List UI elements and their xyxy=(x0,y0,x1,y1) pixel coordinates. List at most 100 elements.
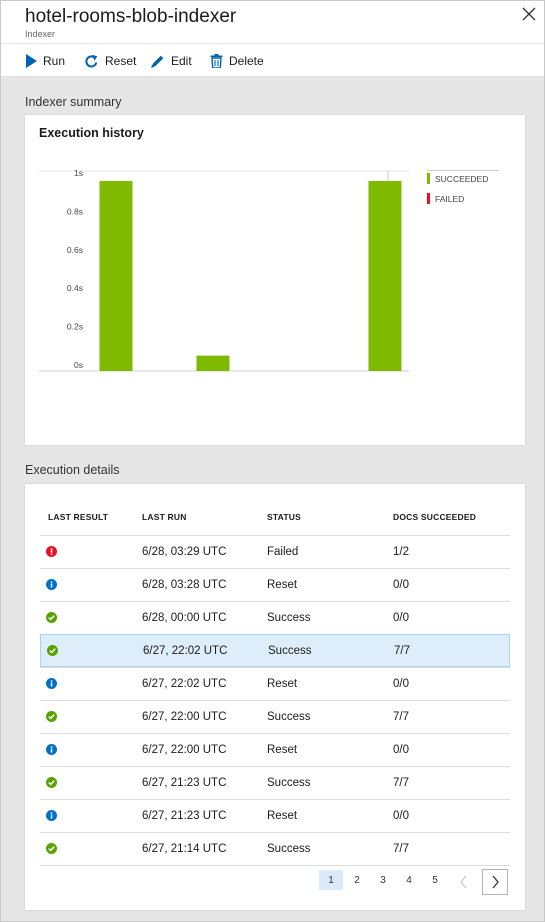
last-run-cell: 6/28, 00:00 UTC xyxy=(142,612,227,624)
page-subtitle: Indexer xyxy=(25,29,56,39)
pager-page-5[interactable]: 5 xyxy=(432,874,438,886)
success-icon xyxy=(46,711,57,722)
execution-history-card: Execution history 0s 0.2s 0.4s 0.6s 0.8s 1s S… xyxy=(25,115,525,445)
table-row[interactable]: 6/27, 22:02 UTC Reset 0/0 xyxy=(40,667,510,700)
legend-divider xyxy=(427,170,499,171)
edit-button[interactable]: Edit xyxy=(150,53,192,69)
docs-succeeded-cell: 0/0 xyxy=(393,744,409,756)
refresh-icon xyxy=(85,54,98,67)
details-section-label: Execution details xyxy=(25,463,120,477)
status-cell: Reset xyxy=(267,744,298,756)
last-run-cell: 6/27, 22:00 UTC xyxy=(142,711,227,723)
delete-label: Delete xyxy=(229,54,264,68)
table-row[interactable]: 6/27, 22:00 UTC Reset 0/0 xyxy=(40,733,510,766)
column-header-status[interactable]: STATUS xyxy=(267,512,301,522)
y-tick-label: 1s xyxy=(74,168,83,178)
play-icon xyxy=(26,54,37,68)
delete-button[interactable]: Delete xyxy=(210,53,264,69)
table-row[interactable]: 6/27, 22:02 UTC Success 7/7 xyxy=(40,634,510,667)
pager-page-2[interactable]: 2 xyxy=(354,874,360,886)
bar-succeeded xyxy=(368,180,402,371)
table-bottom-border xyxy=(40,865,510,866)
status-cell: Success xyxy=(267,843,311,855)
success-icon xyxy=(47,645,58,656)
execution-history-chart: 0s 0.2s 0.4s 0.6s 0.8s 1s xyxy=(39,168,409,372)
command-bar: Run Reset Edit Delete xyxy=(1,43,544,77)
table-row[interactable]: 6/27, 21:23 UTC Reset 0/0 xyxy=(40,799,510,832)
close-icon xyxy=(522,7,536,21)
reset-button[interactable]: Reset xyxy=(84,53,136,69)
last-run-cell: 6/27, 21:23 UTC xyxy=(142,810,227,822)
status-cell: Failed xyxy=(267,546,299,558)
trash-icon xyxy=(210,54,223,68)
column-header-last-run[interactable]: LAST RUN xyxy=(142,512,187,522)
success-icon xyxy=(46,612,57,623)
y-tick-label: 0.2s xyxy=(67,322,83,332)
chevron-left-icon xyxy=(460,875,467,889)
bar-succeeded xyxy=(196,355,230,371)
info-icon xyxy=(46,579,57,590)
pager-page-1[interactable]: 1 xyxy=(319,870,343,890)
legend-swatch-succeeded xyxy=(427,173,430,184)
info-icon xyxy=(46,744,57,755)
y-tick-label: 0.4s xyxy=(67,283,83,293)
last-run-cell: 6/27, 21:23 UTC xyxy=(142,777,227,789)
success-icon xyxy=(46,843,57,854)
docs-succeeded-cell: 0/0 xyxy=(393,678,409,690)
close-button[interactable] xyxy=(520,5,538,23)
last-run-cell: 6/27, 22:02 UTC xyxy=(143,645,228,657)
table-row[interactable]: 6/28, 03:28 UTC Reset 0/0 xyxy=(40,568,510,601)
docs-succeeded-cell: 7/7 xyxy=(393,843,409,855)
bar-succeeded xyxy=(99,180,133,371)
docs-succeeded-cell: 0/0 xyxy=(393,612,409,624)
info-icon xyxy=(46,810,57,821)
pencil-icon xyxy=(151,55,164,68)
status-cell: Success xyxy=(267,612,311,624)
docs-succeeded-cell: 7/7 xyxy=(393,777,409,789)
table-row[interactable]: 6/28, 03:29 UTC Failed 1/2 xyxy=(40,535,510,568)
legend-label-failed: FAILED xyxy=(435,193,465,204)
chart-title: Execution history xyxy=(39,126,144,140)
last-run-cell: 6/28, 03:28 UTC xyxy=(142,579,227,591)
status-cell: Success xyxy=(268,645,312,657)
table-row[interactable]: 6/27, 21:23 UTC Success 7/7 xyxy=(40,766,510,799)
docs-succeeded-cell: 1/2 xyxy=(393,546,409,558)
pager-prev-button[interactable] xyxy=(451,869,477,895)
run-label: Run xyxy=(43,54,66,68)
run-button[interactable]: Run xyxy=(25,53,65,69)
info-icon xyxy=(46,678,57,689)
y-tick-label: 0s xyxy=(74,360,83,370)
blade-header: hotel-rooms-blob-indexer Indexer xyxy=(1,1,544,43)
table-row[interactable]: 6/27, 21:14 UTC Success 7/7 xyxy=(40,832,510,865)
status-cell: Reset xyxy=(267,579,298,591)
pager-next-button[interactable] xyxy=(482,869,508,895)
legend-swatch-failed xyxy=(427,193,430,204)
last-run-cell: 6/28, 03:29 UTC xyxy=(142,546,227,558)
error-icon xyxy=(46,546,57,557)
pager-page-4[interactable]: 4 xyxy=(406,874,412,886)
table-row[interactable]: 6/28, 00:00 UTC Success 0/0 xyxy=(40,601,510,634)
chevron-right-icon xyxy=(492,875,499,889)
last-run-cell: 6/27, 22:00 UTC xyxy=(142,744,227,756)
table-row[interactable]: 6/27, 22:00 UTC Success 7/7 xyxy=(40,700,510,733)
execution-details-card: LAST RESULT LAST RUN STATUS DOCS SUCCEED… xyxy=(25,484,525,910)
last-run-cell: 6/27, 22:02 UTC xyxy=(142,678,227,690)
summary-section-label: Indexer summary xyxy=(25,95,122,109)
docs-succeeded-cell: 0/0 xyxy=(393,810,409,822)
success-icon xyxy=(46,777,57,788)
legend-label-succeeded: SUCCEEDED xyxy=(435,173,489,184)
pager-page-3[interactable]: 3 xyxy=(380,874,386,886)
column-header-last-result[interactable]: LAST RESULT xyxy=(48,512,109,522)
column-header-docs-succeeded[interactable]: DOCS SUCCEEDED xyxy=(393,512,477,522)
legend-item-failed: FAILED xyxy=(427,193,464,204)
legend-item-succeeded: SUCCEEDED xyxy=(427,173,488,184)
docs-succeeded-cell: 0/0 xyxy=(393,579,409,591)
status-cell: Reset xyxy=(267,810,298,822)
reset-label: Reset xyxy=(105,54,137,68)
y-tick-label: 0.8s xyxy=(67,206,83,216)
y-tick-label: 0.6s xyxy=(67,245,83,255)
edit-label: Edit xyxy=(171,54,192,68)
last-run-cell: 6/27, 21:14 UTC xyxy=(142,843,227,855)
docs-succeeded-cell: 7/7 xyxy=(393,711,409,723)
